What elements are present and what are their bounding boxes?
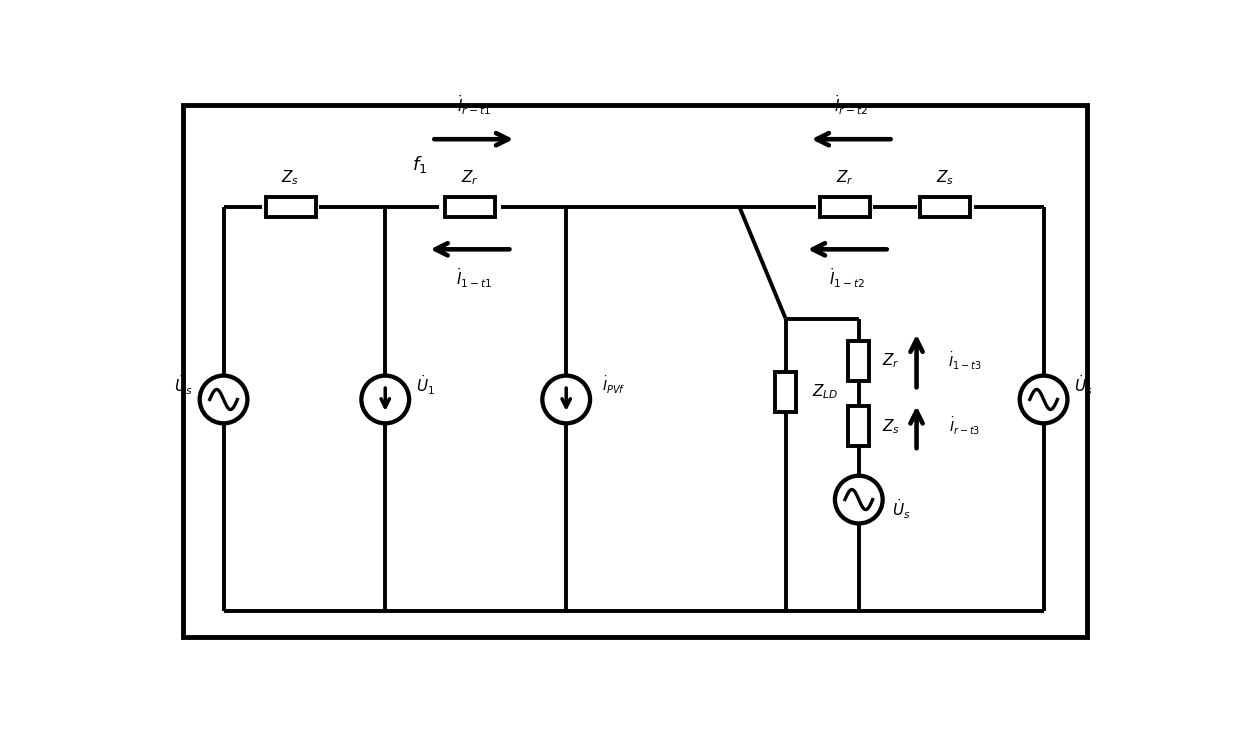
Circle shape: [200, 376, 248, 424]
Text: $\dot{I}_{r-t2}$: $\dot{I}_{r-t2}$: [835, 94, 868, 117]
Text: $Z_r$: $Z_r$: [883, 351, 900, 370]
Text: $Z_{LD}$: $Z_{LD}$: [812, 383, 839, 401]
Text: $f_1$: $f_1$: [412, 154, 428, 175]
Bar: [848, 406, 869, 447]
Bar: [820, 197, 870, 218]
Bar: [265, 197, 315, 218]
Text: $\dot{I}_{r-t1}$: $\dot{I}_{r-t1}$: [456, 94, 491, 117]
Circle shape: [361, 376, 409, 424]
Bar: [445, 197, 495, 218]
Circle shape: [542, 376, 590, 424]
Text: $Z_s$: $Z_s$: [882, 417, 900, 436]
Text: $\dot{I}_{1-t3}$: $\dot{I}_{1-t3}$: [947, 351, 981, 372]
Bar: [920, 197, 970, 218]
Text: $\dot{I}_{1-t2}$: $\dot{I}_{1-t2}$: [830, 266, 866, 290]
Text: $\dot{I}_{r-t3}$: $\dot{I}_{r-t3}$: [949, 416, 980, 437]
Circle shape: [835, 476, 883, 523]
Text: $Z_s$: $Z_s$: [936, 169, 954, 187]
Text: $\dot{U}_s$: $\dot{U}_s$: [892, 497, 910, 521]
Text: $\dot{U}_s$: $\dot{U}_s$: [174, 374, 193, 398]
Text: $\dot{U}_1$: $\dot{U}_1$: [415, 374, 435, 398]
Text: $\dot{I}_{1-t1}$: $\dot{I}_{1-t1}$: [455, 266, 492, 290]
Text: $Z_r$: $Z_r$: [836, 169, 854, 187]
Text: $\dot{U}_s$: $\dot{U}_s$: [1074, 374, 1092, 398]
Text: $Z_s$: $Z_s$: [281, 169, 300, 187]
Text: $\dot{I}_{PVf}$: $\dot{I}_{PVf}$: [603, 375, 626, 396]
Bar: [848, 341, 869, 381]
Circle shape: [1019, 376, 1068, 424]
Text: $Z_r$: $Z_r$: [461, 169, 479, 187]
Bar: [775, 372, 796, 412]
